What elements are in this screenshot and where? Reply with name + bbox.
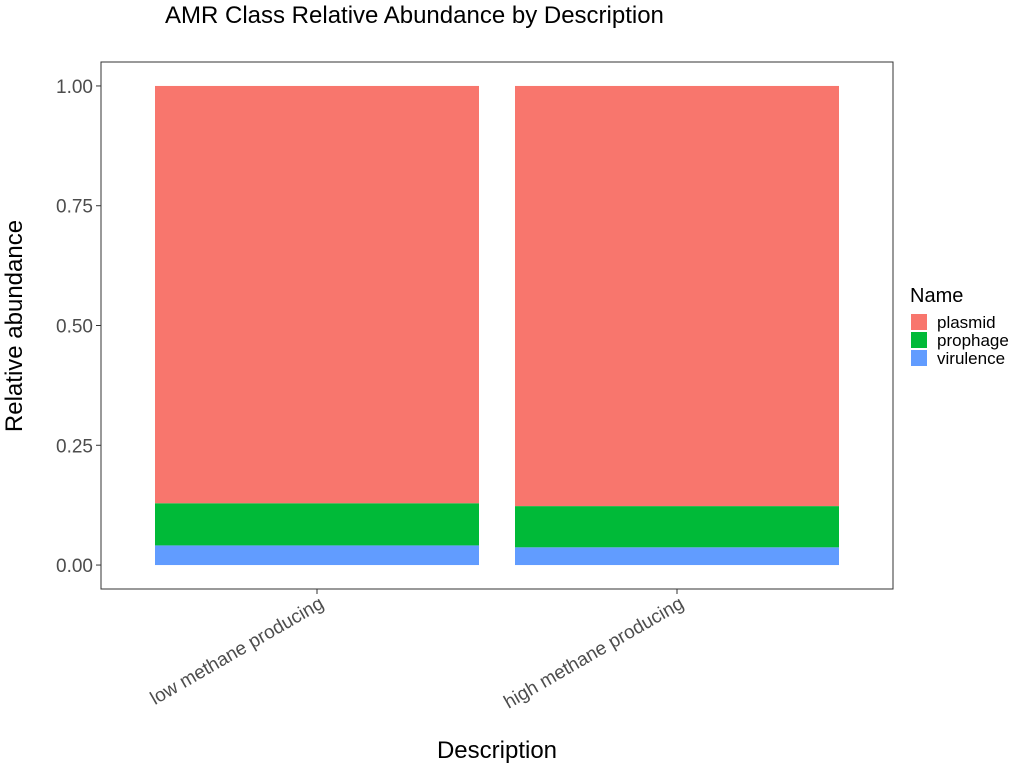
legend-label-virulence: virulence — [937, 349, 1005, 368]
y-axis: 0.00 0.25 0.50 0.75 1.00 — [56, 77, 101, 577]
bar-segment-plasmid — [515, 85, 839, 507]
legend-label-plasmid: plasmid — [937, 313, 996, 332]
y-axis-title: Relative abundance — [1, 220, 28, 432]
legend-key-virulence — [911, 350, 927, 366]
bar-segment-prophage — [155, 503, 479, 546]
y-tick-label: 0.00 — [56, 556, 93, 577]
bar-segment-virulence — [155, 545, 479, 566]
y-tick-label: 0.75 — [56, 197, 93, 218]
chart-title: AMR Class Relative Abundance by Descript… — [165, 2, 664, 29]
legend-title: Name — [910, 285, 963, 307]
x-tick-label: low methane producing — [147, 593, 328, 709]
bar-segment-prophage — [515, 506, 839, 548]
bar-segment-plasmid — [155, 85, 479, 504]
y-tick-label: 1.00 — [56, 77, 93, 98]
legend-label-prophage: prophage — [937, 331, 1009, 350]
bars-group — [155, 85, 839, 566]
y-tick-label: 0.50 — [56, 317, 93, 338]
legend-key-plasmid — [911, 314, 927, 330]
y-tick-label: 0.25 — [56, 436, 93, 457]
x-tick-label: high methane producing — [500, 593, 687, 713]
bar-segment-virulence — [515, 547, 839, 566]
x-axis: low methane producing high methane produc… — [147, 589, 688, 713]
x-axis-title: Description — [437, 737, 557, 764]
legend-key-prophage — [911, 332, 927, 348]
